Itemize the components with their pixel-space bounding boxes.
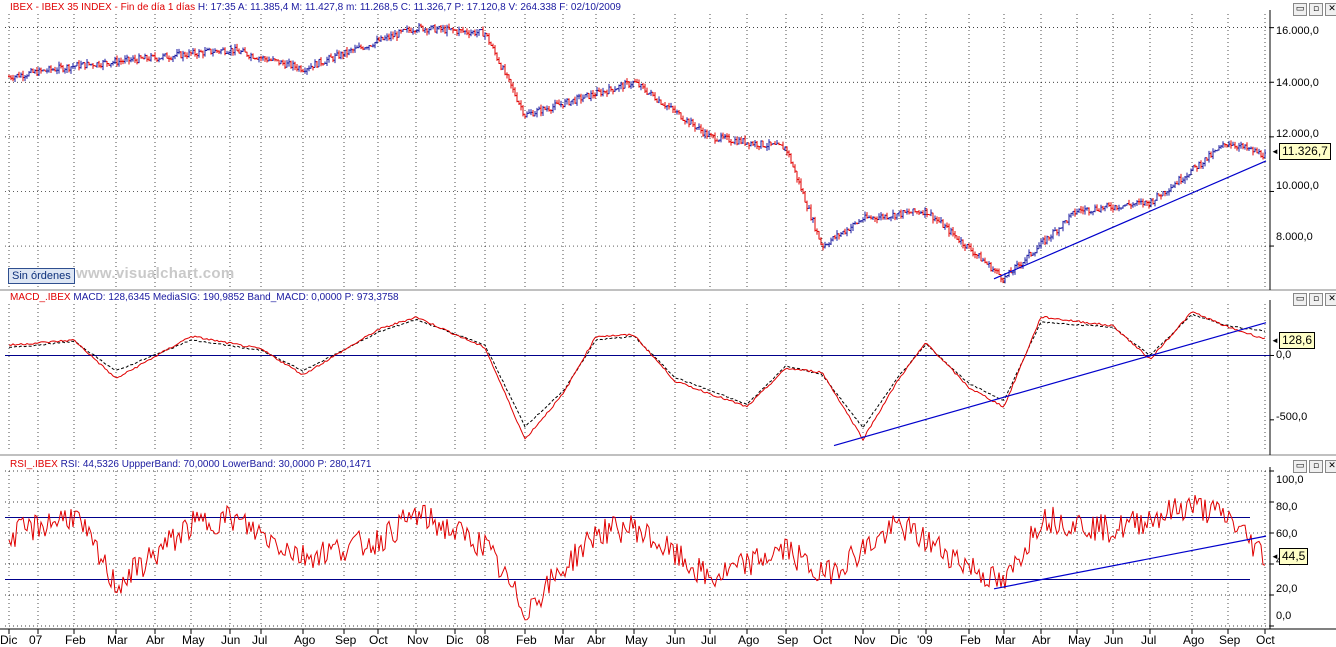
x-tick-label: Dic [890,633,908,647]
macd-ytick: 0,0 [1276,349,1292,361]
price-last-value: 11.326,7 [1279,143,1331,160]
rsi-ytick: 20,0 [1276,583,1298,595]
macd-last-value: 128,6 [1279,332,1316,349]
x-tick-label: Jul [701,633,717,647]
price-window-controls: ▭ ▫ ✕ [1293,3,1336,16]
macd-signal-line [9,313,1266,429]
x-tick-label: Oct [1256,633,1275,647]
macd-window-controls: ▭ ▫ ✕ [1293,293,1336,306]
x-tick-label: Ago [294,633,316,647]
maximize-button[interactable]: ▫ [1309,293,1323,306]
x-tick-label: Nov [407,633,429,647]
close-button[interactable]: ✕ [1325,460,1336,473]
price-ytick: 12.000,0 [1276,128,1319,140]
x-tick-label: Jun [666,633,686,647]
macd-symbol: MACD_.IBEX [10,292,71,303]
rsi-ytick: 60,0 [1276,528,1298,540]
x-tick-label: Feb [960,633,981,647]
x-tick-label: 08 [476,633,490,647]
x-tick-label: Sep [777,633,799,647]
macd-last-marker-icon: ◄ [1271,336,1279,345]
price-panel-header: IBEX - IBEX 35 INDEX - Fin de día 1 días… [10,2,621,14]
x-tick-label: Dic [0,633,18,647]
minimize-button[interactable]: ▭ [1293,460,1307,473]
rsi-ytick: 80,0 [1276,501,1298,513]
x-tick-label: Jun [221,633,241,647]
x-tick-label: Sep [335,633,357,647]
macd-values: MACD: 128,6345 MediaSIG: 190,9852 Band_M… [73,292,399,303]
rsi-last-marker-icon: ◄ [1271,552,1279,561]
price-ytick: 10.000,0 [1276,180,1319,192]
rsi-trendline [993,535,1267,590]
rsi-symbol: RSI_.IBEX [10,459,58,470]
rsi-ytick: 0,0 [1276,610,1292,622]
price-trendline [993,160,1267,280]
x-tick-label: Mar [554,633,575,647]
close-button[interactable]: ✕ [1325,3,1336,16]
price-ytick: 14.000,0 [1276,77,1319,89]
x-tick-label: Ago [1183,633,1205,647]
x-tick-label: Jun [1104,633,1124,647]
x-tick-label: Mar [107,633,128,647]
maximize-button[interactable]: ▫ [1309,3,1323,16]
maximize-button[interactable]: ▫ [1309,460,1323,473]
rsi-window-controls: ▭ ▫ ✕ [1293,460,1336,473]
x-tick-label: Abr [587,633,606,647]
x-tick-label: Ago [738,633,760,647]
x-tick-label: '09 [917,633,933,647]
macd-ytick: -500,0 [1276,411,1308,423]
price-values: H: 17:35 A: 11.385,4 M: 11.427,8 m: 11.2… [197,2,621,13]
rsi-values: RSI: 44,5326 UppperBand: 70,0000 LowerBa… [60,459,372,470]
minimize-button[interactable]: ▭ [1293,3,1307,16]
sin-ordenes-button[interactable]: Sin órdenes [8,268,75,284]
macd-panel-header: MACD_.IBEX MACD: 128,6345 MediaSIG: 190,… [10,292,399,304]
x-tick-label: May [1068,633,1091,647]
rsi-ytick: 100,0 [1276,474,1304,486]
x-tick-label: Dic [446,633,464,647]
macd-line [8,311,1266,442]
x-tick-label: Jul [1141,633,1157,647]
close-button[interactable]: ✕ [1325,293,1336,306]
x-tick-label: May [182,633,205,647]
watermark: www.visualchart.com [76,265,235,282]
x-tick-label: Feb [65,633,86,647]
minimize-button[interactable]: ▭ [1293,293,1307,306]
x-tick-label: Abr [1032,633,1051,647]
x-tick-label: Feb [516,633,537,647]
rsi-line [8,494,1266,621]
price-last-marker-icon: ◄ [1271,147,1279,156]
price-ytick: 16.000,0 [1276,25,1319,37]
x-tick-label: Oct [813,633,832,647]
price-symbol: IBEX - IBEX 35 INDEX - Fin de día 1 días [10,2,196,13]
rsi-panel-header: RSI_.IBEX RSI: 44,5326 UppperBand: 70,00… [10,459,371,471]
price-ytick: 8.000,0 [1276,231,1313,243]
macd-trendline [833,322,1267,447]
rsi-last-value: 44,5 [1279,548,1309,565]
x-tick-label: May [625,633,648,647]
x-tick-label: 07 [29,633,43,647]
x-tick-label: Sep [1219,633,1241,647]
x-tick-label: Abr [146,633,165,647]
x-tick-label: Mar [995,633,1016,647]
x-tick-label: Oct [369,633,388,647]
x-tick-label: Jul [252,633,268,647]
x-tick-label: Nov [854,633,876,647]
